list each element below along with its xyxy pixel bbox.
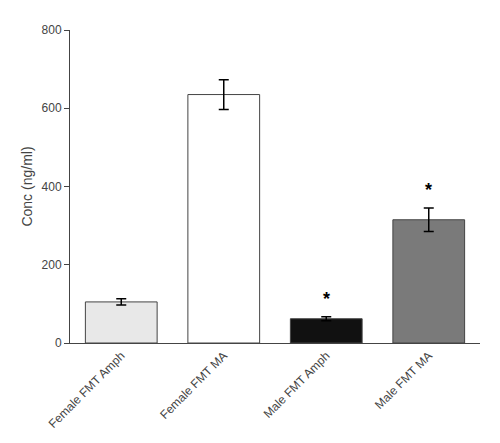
svg-text:400: 400 xyxy=(42,180,62,194)
svg-text:*: * xyxy=(425,180,432,200)
svg-text:800: 800 xyxy=(42,23,62,37)
svg-text:Conc (ng/ml): Conc (ng/ml) xyxy=(19,146,35,226)
svg-text:Female FMT MA: Female FMT MA xyxy=(157,349,230,422)
svg-text:*: * xyxy=(323,289,330,309)
svg-text:0: 0 xyxy=(55,336,62,350)
svg-text:Male FMT Amph: Male FMT Amph xyxy=(261,349,333,421)
svg-text:Male FMT MA: Male FMT MA xyxy=(372,349,435,412)
svg-text:Female FMT Amph: Female FMT Amph xyxy=(46,349,128,431)
svg-text:600: 600 xyxy=(42,101,62,115)
svg-text:200: 200 xyxy=(42,258,62,272)
